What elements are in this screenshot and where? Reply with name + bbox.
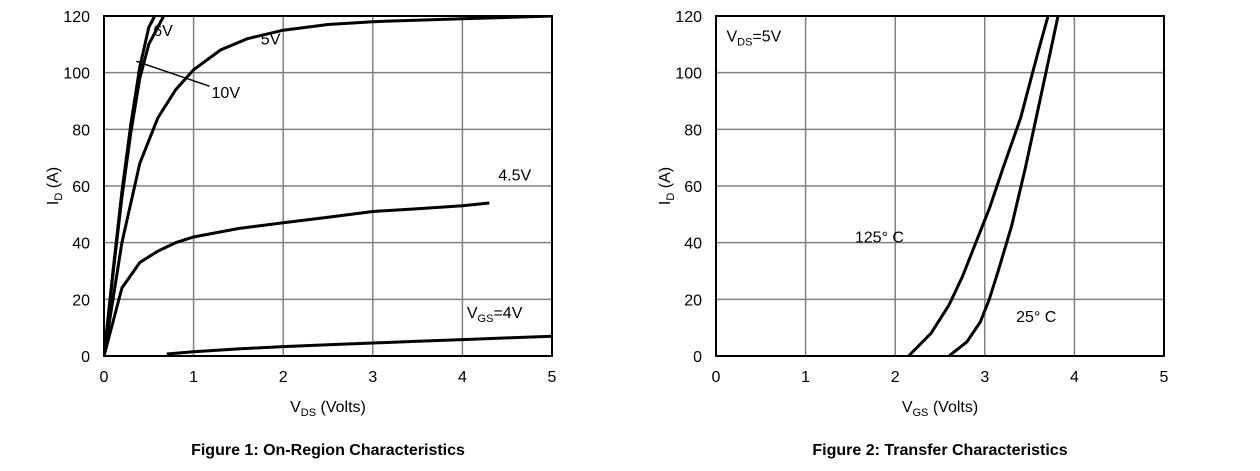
curves: [104, 16, 552, 356]
chart-on-region: 0 20 40 60 80 100 120 0 1 2 3 4 5 VDS (Volts) ID (A) 10…: [45, 9, 557, 459]
series-label: 125° C: [855, 230, 904, 247]
x-tick-label: 2: [279, 369, 288, 386]
y-axis-label: ID (A): [45, 167, 65, 205]
x-tick-label: 0: [100, 369, 109, 386]
series-line: [104, 16, 552, 356]
x-tick-label: 4: [458, 369, 467, 386]
grid-lines: [716, 16, 1164, 356]
figure-caption: Figure 2: Transfer Characteristics: [812, 442, 1067, 459]
y-axis-label: ID (A): [657, 167, 677, 205]
x-axis-label: VDS (Volts): [290, 399, 366, 419]
x-axis-label: VGS (Volts): [902, 399, 978, 419]
y-tick-label: 120: [675, 9, 702, 26]
x-tick-label: 1: [189, 369, 198, 386]
plot-frame: [103, 15, 553, 357]
x-tick-label: 5: [1160, 369, 1169, 386]
y-tick-label: 100: [63, 66, 90, 83]
series-line: [104, 16, 157, 356]
series-line: [907, 16, 1050, 356]
y-tick-label: 60: [684, 179, 702, 196]
curves: [907, 16, 1060, 356]
series-label: 4.5V: [498, 167, 531, 184]
label-leader: [136, 60, 210, 87]
y-tick-label: 20: [72, 292, 90, 309]
grid-lines: [104, 16, 552, 356]
y-tick-label: 80: [684, 122, 702, 139]
series-label: 25° C: [1016, 309, 1056, 326]
series-line: [948, 16, 1060, 356]
y-tick-label: 60: [72, 179, 90, 196]
series-label: VGS=4V: [467, 305, 523, 325]
series-line: [104, 16, 166, 356]
plot-frame: [715, 15, 1165, 357]
y-tick-label: 0: [693, 349, 702, 366]
y-tick-label: 40: [72, 236, 90, 253]
y-tick-label: 40: [684, 236, 702, 253]
x-tick-label: 4: [1070, 369, 1079, 386]
figure-caption: Figure 1: On-Region Characteristics: [191, 442, 465, 459]
series-line: [104, 201, 490, 356]
series-label: 10V: [212, 85, 241, 102]
chart-transfer: 0 20 40 60 80 100 120 0 1 2 3 4 5 VGS (Volts) ID (A) 12…: [657, 9, 1169, 459]
y-tick-label: 100: [675, 66, 702, 83]
x-tick-label: 5: [548, 369, 557, 386]
y-tick-label: 0: [81, 349, 90, 366]
series-label: 5V: [261, 31, 281, 48]
x-tick-label: 3: [368, 369, 377, 386]
y-tick-label: 120: [63, 9, 90, 26]
condition-annotation: VDS=5V: [726, 29, 781, 49]
x-tick-label: 1: [801, 369, 810, 386]
series-line: [166, 334, 552, 356]
x-tick-label: 0: [712, 369, 721, 386]
y-tick-label: 80: [72, 122, 90, 139]
series-label: 6V: [153, 23, 173, 40]
x-tick-label: 2: [891, 369, 900, 386]
x-tick-label: 3: [980, 369, 989, 386]
y-tick-label: 20: [684, 292, 702, 309]
